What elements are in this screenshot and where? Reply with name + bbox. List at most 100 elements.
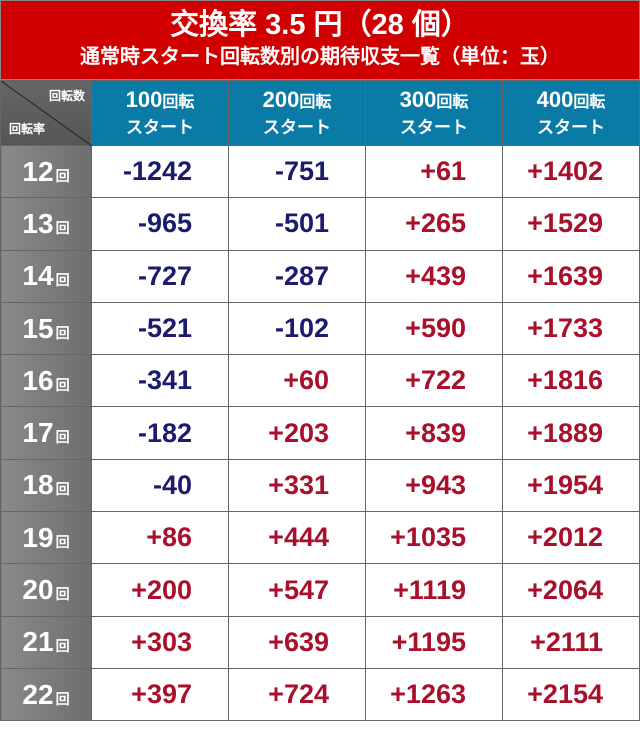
- expected-value-table: 回転数 回転率 100回転 スタート 200回転 スタート 300回転 スタート 400回転…: [0, 80, 640, 722]
- value-cell: -521: [91, 301, 229, 356]
- table-row: 12 回 -1242 -751 +61 +1402: [0, 144, 640, 199]
- value-cell: +2012: [502, 511, 640, 565]
- rate-value: 19: [22, 521, 54, 553]
- row-label: 15 回: [0, 301, 92, 356]
- value-cell: +1889: [502, 406, 640, 460]
- value-cell: +1119: [365, 563, 503, 617]
- column-unit: 回転: [573, 93, 606, 111]
- row-label: 21 回: [0, 615, 92, 669]
- row-label: 14 回: [0, 249, 92, 303]
- value-cell: +1035: [365, 511, 503, 565]
- row-label: 12 回: [0, 144, 92, 199]
- row-label: 22 回: [0, 667, 92, 722]
- value-cell: +1639: [502, 249, 640, 303]
- value-cell: +2064: [502, 563, 640, 617]
- rate-unit: 回: [55, 586, 70, 603]
- rate-unit: 回: [55, 533, 70, 550]
- column-header: 300回転スタート: [365, 80, 503, 146]
- rate-value: 17: [22, 417, 54, 449]
- table-row: 16 回 -341 +60 +722 +1816: [0, 354, 640, 408]
- rate-unit: 回: [55, 167, 70, 184]
- table-row: 22 回 +397 +724 +1263 +2154: [0, 667, 640, 722]
- rate-value: 12: [22, 155, 54, 187]
- value-cell: +439: [365, 249, 503, 303]
- value-cell: +200: [91, 563, 229, 617]
- subtitle: 通常時スタート回転数別の期待収支一覧（単位：玉）: [80, 46, 560, 68]
- value-cell: +303: [91, 615, 229, 669]
- title: 交換率 3.5 円（28 個）: [170, 9, 470, 41]
- row-label: 17 回: [0, 406, 92, 460]
- rate-unit: 回: [55, 272, 70, 289]
- row-label: 20 回: [0, 563, 92, 617]
- rate-value: 16: [22, 364, 54, 396]
- table-row: 13 回 -965 -501 +265 +1529: [0, 197, 640, 251]
- row-label: 19 回: [0, 511, 92, 565]
- column-num: 200: [262, 86, 300, 112]
- column-header: 200回転 スタート: [228, 80, 366, 146]
- column-num: 300: [399, 86, 437, 112]
- value-cell: +722: [365, 354, 503, 408]
- rate-value: 13: [22, 207, 54, 239]
- rate-unit: 回: [55, 481, 70, 498]
- row-label: 13 回: [0, 197, 92, 251]
- value-cell: +724: [228, 667, 366, 722]
- value-cell: +2154: [502, 667, 640, 722]
- value-cell: -102: [228, 301, 366, 356]
- value-cell: +943: [365, 458, 503, 513]
- value-cell: -287: [228, 249, 366, 303]
- value-cell: +444: [228, 511, 366, 565]
- value-cell: +839: [365, 406, 503, 460]
- value-cell: +1402: [502, 144, 640, 199]
- value-cell: +547: [228, 563, 366, 617]
- corner-bottom-label: 回転率: [9, 122, 46, 136]
- value-cell: +1263: [365, 667, 503, 722]
- column-sub: スタート: [400, 117, 468, 137]
- rate-unit: 回: [55, 376, 70, 393]
- value-cell: +203: [228, 406, 366, 460]
- rate-unit: 回: [55, 690, 70, 707]
- column-header: 100回転スタート: [91, 80, 229, 146]
- rate-unit: 回: [55, 219, 70, 236]
- column-unit: 回転: [162, 93, 195, 111]
- table-row: 15 回 -521 -102 +590 +1733: [0, 301, 640, 356]
- column-sub: スタート: [126, 117, 194, 137]
- value-cell: +331: [228, 458, 366, 513]
- corner-header: 回転数 回転率: [0, 80, 92, 146]
- table-row: 21 回 +303 +639 +1195 +2111: [0, 615, 640, 669]
- column-unit: 回転: [436, 93, 469, 111]
- value-cell: -1242: [91, 144, 229, 199]
- column-unit: 回転: [299, 93, 332, 111]
- value-cell: +1954: [502, 458, 640, 513]
- row-label: 18 回: [0, 458, 92, 513]
- value-cell: -40: [91, 458, 229, 513]
- table-row: 14 回 -727 -287 +439 +1639: [0, 249, 640, 303]
- value-cell: -965: [91, 197, 229, 251]
- column-header: 400回転 スタート: [502, 80, 640, 146]
- rate-unit: 回: [55, 638, 70, 655]
- diagonal-divider: [1, 81, 92, 146]
- value-cell: +1733: [502, 301, 640, 356]
- rate-value: 15: [22, 312, 54, 344]
- value-cell: +590: [365, 301, 503, 356]
- value-cell: +86: [91, 511, 229, 565]
- table-row: 20 回 +200 +547 +1119 +2064: [0, 563, 640, 617]
- rate-value: 14: [22, 260, 54, 292]
- value-cell: +1529: [502, 197, 640, 251]
- rate-value: 18: [22, 469, 54, 501]
- value-cell: -341: [91, 354, 229, 408]
- value-cell: -182: [91, 406, 229, 460]
- value-cell: -727: [91, 249, 229, 303]
- rate-value: 21: [22, 626, 54, 658]
- value-cell: +397: [91, 667, 229, 722]
- rate-value: 20: [22, 574, 54, 606]
- table-row: 19 回 +86 +444 +1035 +2012: [0, 511, 640, 565]
- value-cell: +639: [228, 615, 366, 669]
- column-num: 400: [536, 86, 574, 112]
- value-cell: +2111: [502, 615, 640, 669]
- table-row: 18 回 -40 +331 +943 +1954: [0, 458, 640, 513]
- corner-top-label: 回転数: [48, 89, 85, 103]
- value-cell: +60: [228, 354, 366, 408]
- rate-unit: 回: [55, 429, 70, 446]
- value-cell: -501: [228, 197, 366, 251]
- column-num: 100: [125, 86, 163, 112]
